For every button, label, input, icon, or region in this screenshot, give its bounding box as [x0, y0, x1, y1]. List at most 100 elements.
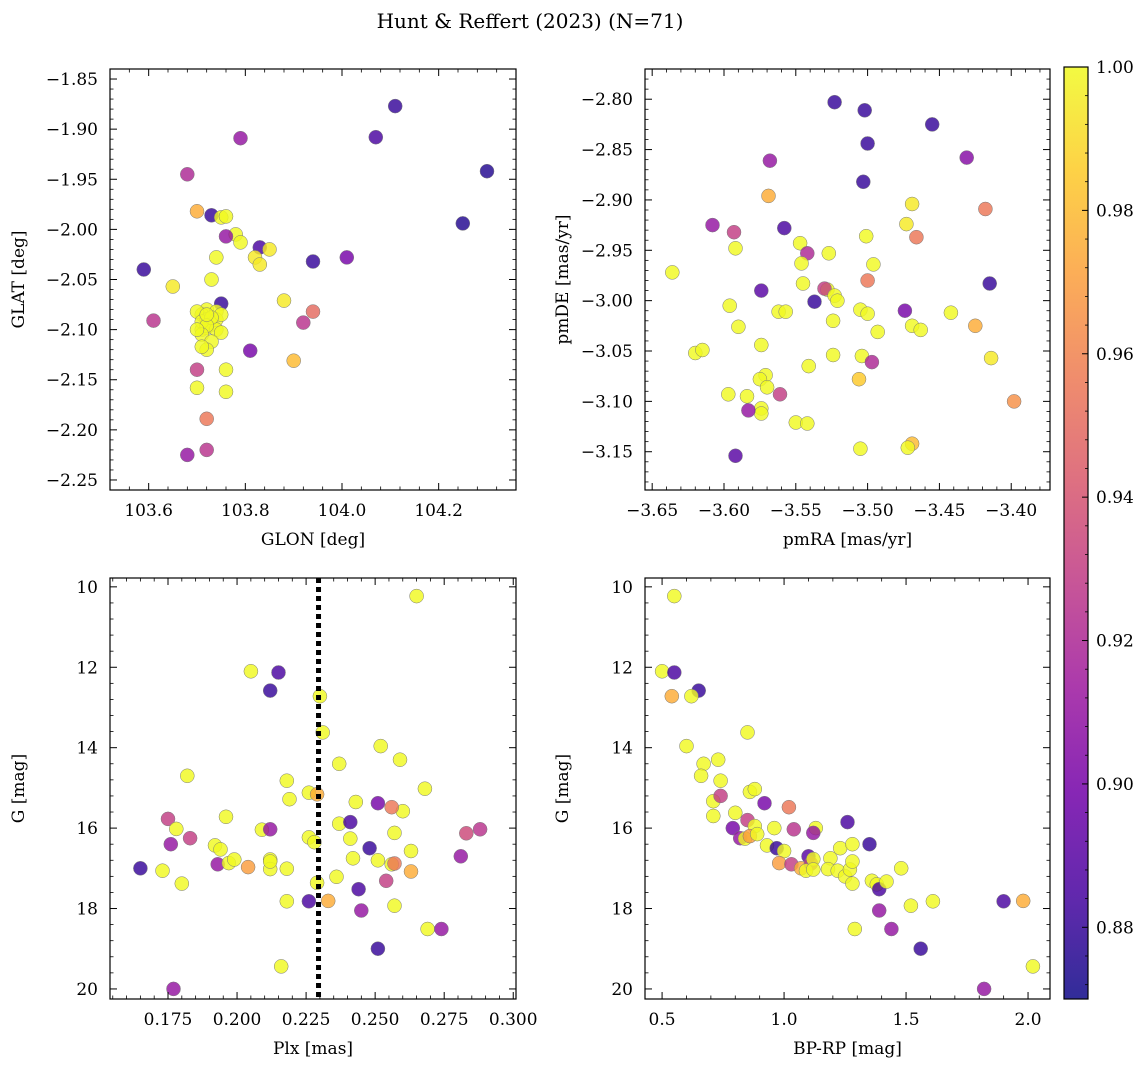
y-tick-label: −1.85	[46, 70, 98, 90]
x-tick-label: 104.0	[318, 501, 367, 521]
data-point	[133, 861, 148, 876]
x-tick-label: −3.55	[770, 501, 822, 521]
data-point	[155, 863, 170, 878]
data-point	[387, 856, 402, 871]
data-point	[339, 250, 355, 265]
colorbar: 0.88 0.90 0.92 0.94 0.96 0.98 1.00	[1063, 58, 1134, 1000]
data-point	[705, 217, 720, 233]
y-tick-label: −2.10	[46, 321, 98, 341]
data-point	[767, 820, 782, 836]
colorbar-tick-label: 0.98	[1096, 201, 1134, 221]
data-point	[747, 781, 763, 797]
data-point	[459, 826, 474, 841]
data-point	[279, 861, 295, 876]
data-point	[189, 204, 205, 219]
data-point	[864, 354, 880, 370]
data-point	[741, 403, 756, 418]
x-tick-label: 0.200	[213, 1010, 262, 1030]
data-point	[227, 852, 242, 867]
data-point	[403, 864, 419, 879]
data-point	[847, 921, 863, 937]
data-point	[199, 307, 214, 322]
x-tick-label: 103.8	[221, 501, 270, 521]
data-point	[654, 664, 670, 679]
y-tick-label: 20	[76, 980, 98, 1000]
colorbar-tick-label: 0.90	[1096, 775, 1134, 795]
data-point	[983, 350, 999, 366]
data-point	[354, 903, 369, 918]
data-point	[759, 380, 775, 395]
axes-frame	[644, 577, 1051, 1000]
x-tick-label: 0.300	[489, 1010, 538, 1030]
panel-glon-glat: 103.6 103.8 104.0 104.2 −1.85 −1.90 −1.95 −2.00…	[9, 68, 517, 550]
data-point	[189, 380, 205, 396]
y-tick-label: 12	[76, 658, 98, 678]
data-point	[713, 773, 728, 788]
data-point	[924, 117, 940, 132]
colorbar-tick-label: 0.94	[1096, 488, 1134, 508]
colorbar-tick-label: 0.88	[1096, 918, 1134, 938]
x-tick-label: −3.65	[626, 501, 678, 521]
y-tick-label: −2.80	[581, 90, 633, 110]
data-point	[693, 768, 709, 784]
x-tick-label: 2.0	[1015, 1010, 1042, 1030]
data-point	[351, 881, 366, 897]
x-axis-label: GLON [deg]	[261, 530, 365, 550]
data-point	[667, 665, 682, 680]
y-tick-label: −2.05	[46, 271, 98, 291]
data-point	[695, 342, 710, 358]
y-tick-label: −2.15	[46, 371, 98, 391]
data-point	[373, 738, 388, 754]
data-point	[825, 313, 841, 329]
data-point	[320, 893, 336, 909]
data-point	[279, 894, 295, 909]
axes-frame	[109, 68, 517, 491]
data-point	[830, 293, 845, 308]
y-tick-label: 10	[611, 578, 633, 598]
data-point	[996, 894, 1011, 909]
data-point	[160, 811, 176, 827]
data-point	[706, 808, 721, 824]
data-point	[982, 276, 997, 291]
axes-frame	[644, 68, 1051, 491]
data-point	[860, 273, 875, 288]
data-point	[329, 869, 344, 885]
data-point	[279, 773, 295, 788]
data-point	[853, 441, 868, 456]
data-point	[262, 854, 278, 869]
data-point	[968, 318, 983, 334]
data-point	[866, 257, 881, 272]
colorbar-tick-label: 0.92	[1096, 632, 1134, 652]
data-point	[806, 825, 821, 841]
data-point	[845, 876, 860, 891]
data-point	[772, 387, 788, 402]
data-point	[827, 94, 842, 110]
data-point	[778, 304, 793, 319]
x-tick-label: 0.275	[420, 1010, 469, 1030]
data-point	[218, 362, 234, 377]
panel-pmra-pmde: −3.65 −3.60 −3.55 −3.50 −3.45 −3.40 −2.80 −2.85…	[553, 68, 1051, 550]
data-point	[453, 849, 469, 864]
data-point	[728, 241, 743, 256]
data-point	[710, 752, 726, 767]
data-point	[761, 188, 776, 204]
data-point	[806, 862, 821, 877]
data-point	[832, 840, 848, 856]
data-point	[721, 387, 736, 402]
data-point	[403, 843, 419, 859]
data-point	[817, 281, 832, 296]
data-point	[417, 781, 433, 796]
x-tick-label: −3.60	[698, 501, 750, 521]
data-point	[754, 406, 769, 421]
data-point	[218, 229, 234, 244]
data-point	[420, 921, 435, 937]
data-point	[305, 304, 321, 319]
x-tick-label: 0.250	[351, 1010, 400, 1030]
data-point	[199, 442, 214, 458]
y-axis-label: GLAT [deg]	[9, 230, 29, 328]
data-point	[667, 588, 682, 604]
figure-title: Hunt & Reffert (2023) (N=71)	[377, 9, 684, 33]
data-point	[825, 347, 841, 363]
data-point	[301, 894, 317, 909]
data-point	[233, 235, 248, 250]
